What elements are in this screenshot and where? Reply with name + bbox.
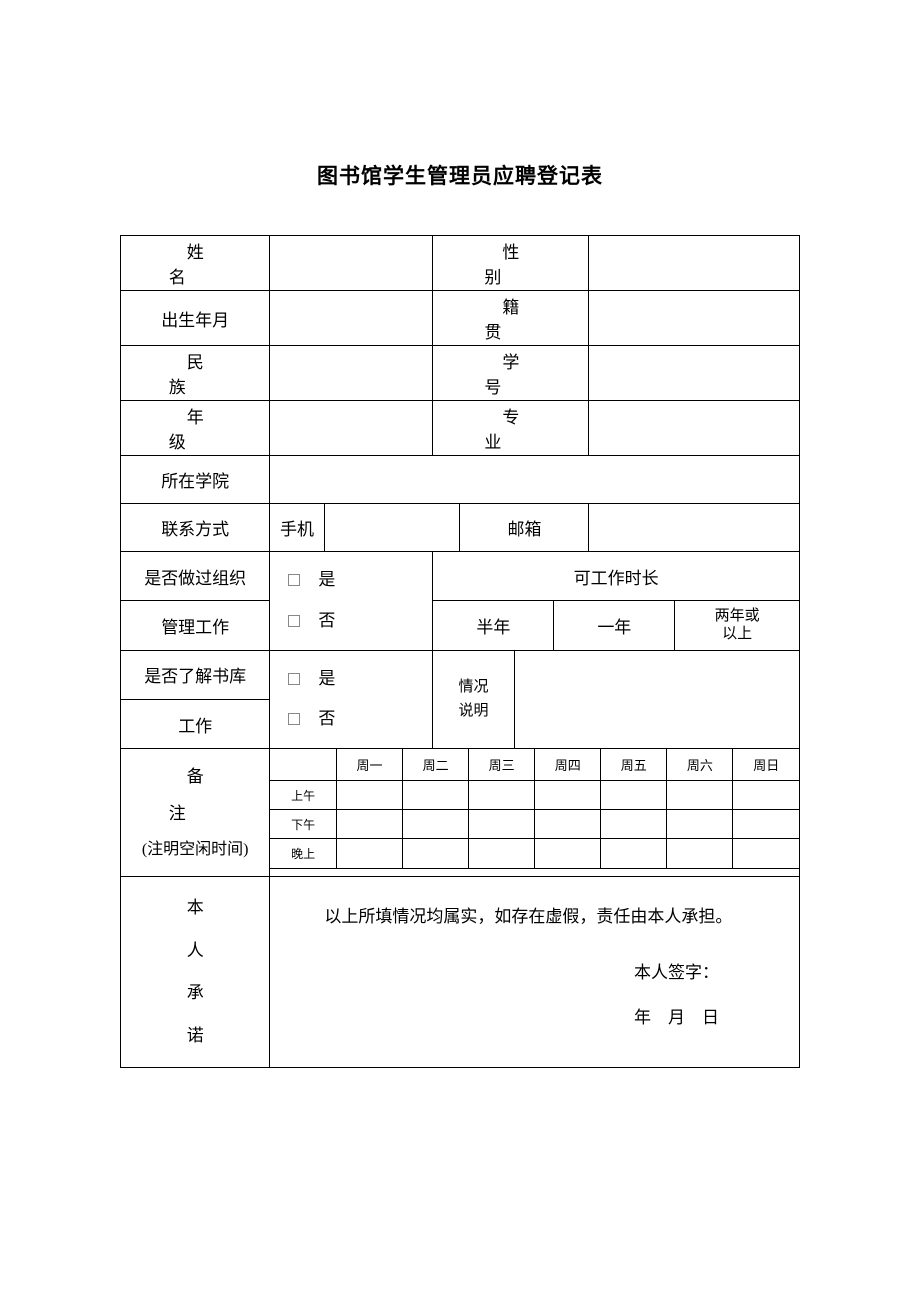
duration-options: 半年 一年 两年或以上 [433, 601, 799, 649]
checkbox-icon [288, 574, 300, 586]
label-afternoon: 下午 [270, 810, 336, 839]
label-studentid: 学 号 [433, 346, 589, 401]
pledge-text: 以上所填情况均属实，如存在虚假，责任由本人承担。 [290, 895, 779, 939]
schedule-cell[interactable] [667, 839, 733, 868]
label-lib-work-1: 是否了解书库 [121, 650, 270, 699]
checkbox-org-work[interactable]: 是 否 [270, 552, 433, 651]
label-yes: 是 [318, 570, 335, 589]
input-name[interactable] [270, 236, 433, 291]
label-lib-work-2: 工作 [121, 699, 270, 748]
application-form-table: 姓 名 性 别 出生年月 籍 贯 民 族 学 号 年 级 专 业 所在学院 联系… [120, 235, 800, 1068]
checkbox-icon [288, 673, 300, 685]
input-major[interactable] [589, 401, 800, 456]
input-college[interactable] [270, 456, 800, 504]
input-phone[interactable] [324, 504, 460, 552]
input-email[interactable] [589, 504, 800, 552]
schedule-cell[interactable] [733, 839, 799, 868]
option-one-year[interactable]: 一年 [554, 601, 675, 649]
form-title: 图书馆学生管理员应聘登记表 [120, 160, 800, 190]
option-half-year[interactable]: 半年 [433, 601, 554, 649]
schedule-cell[interactable] [469, 781, 535, 810]
input-studentid[interactable] [589, 346, 800, 401]
schedule-cell[interactable] [535, 781, 601, 810]
schedule-cell[interactable] [469, 839, 535, 868]
label-evening: 晚上 [270, 839, 336, 868]
schedule-cell[interactable] [336, 839, 402, 868]
schedule-corner [270, 749, 336, 780]
schedule-cell[interactable] [469, 810, 535, 839]
label-sun: 周日 [733, 749, 799, 780]
checkbox-icon [288, 713, 300, 725]
label-contact: 联系方式 [121, 504, 270, 552]
checkbox-icon [288, 615, 300, 627]
label-ethnic: 民 族 [121, 346, 270, 401]
schedule-cell[interactable] [733, 810, 799, 839]
schedule-cell[interactable] [336, 781, 402, 810]
label-email: 邮箱 [460, 504, 589, 552]
label-thu: 周四 [535, 749, 601, 780]
input-ethnic[interactable] [270, 346, 433, 401]
label-situation: 情况说明 [433, 650, 514, 749]
schedule-cell[interactable] [535, 810, 601, 839]
label-org-work-1: 是否做过组织 [121, 552, 270, 601]
input-birth[interactable] [270, 291, 433, 346]
label-work-duration: 可工作时长 [433, 552, 800, 601]
label-pledge: 本 人 承 诺 [121, 877, 270, 1068]
schedule-cell[interactable] [336, 810, 402, 839]
label-fri: 周五 [601, 749, 667, 780]
label-native: 籍 贯 [433, 291, 589, 346]
label-org-work-2: 管理工作 [121, 601, 270, 650]
schedule-cell[interactable] [601, 839, 667, 868]
option-two-year[interactable]: 两年或以上 [675, 601, 799, 649]
checkbox-lib-work[interactable]: 是 否 [270, 650, 433, 749]
label-college: 所在学院 [121, 456, 270, 504]
schedule-cell[interactable] [403, 810, 469, 839]
label-morning: 上午 [270, 781, 336, 810]
schedule-spacer [270, 869, 800, 877]
schedule-cell[interactable] [535, 839, 601, 868]
input-grade[interactable] [270, 401, 433, 456]
label-name: 姓 名 [121, 236, 270, 291]
input-native[interactable] [589, 291, 800, 346]
label-major: 专 业 [433, 401, 589, 456]
signature-line[interactable]: 本人签字： [290, 951, 779, 995]
label-sat: 周六 [667, 749, 733, 780]
label-grade: 年 级 [121, 401, 270, 456]
date-line[interactable]: 年 月 日 [290, 996, 779, 1040]
label-no: 否 [318, 709, 335, 728]
label-mon: 周一 [336, 749, 402, 780]
pledge-content: 以上所填情况均属实，如存在虚假，责任由本人承担。 本人签字： 年 月 日 [270, 877, 800, 1068]
label-birth: 出生年月 [121, 291, 270, 346]
schedule-cell[interactable] [667, 810, 733, 839]
schedule-cell[interactable] [601, 810, 667, 839]
schedule-cell[interactable] [733, 781, 799, 810]
schedule-table: 周一 周二 周三 周四 周五 周六 周日 上午 下午 晚上 [270, 749, 799, 868]
label-gender: 性 别 [433, 236, 589, 291]
label-tue: 周二 [403, 749, 469, 780]
input-gender[interactable] [589, 236, 800, 291]
label-remark: 备 注 (注明空闲时间) [121, 749, 270, 877]
schedule-cell[interactable] [601, 781, 667, 810]
label-no: 否 [318, 611, 335, 630]
schedule-cell[interactable] [667, 781, 733, 810]
label-phone: 手机 [270, 504, 324, 552]
schedule-cell[interactable] [403, 839, 469, 868]
label-wed: 周三 [469, 749, 535, 780]
input-situation[interactable] [514, 650, 799, 749]
schedule-cell[interactable] [403, 781, 469, 810]
label-yes: 是 [318, 669, 335, 688]
